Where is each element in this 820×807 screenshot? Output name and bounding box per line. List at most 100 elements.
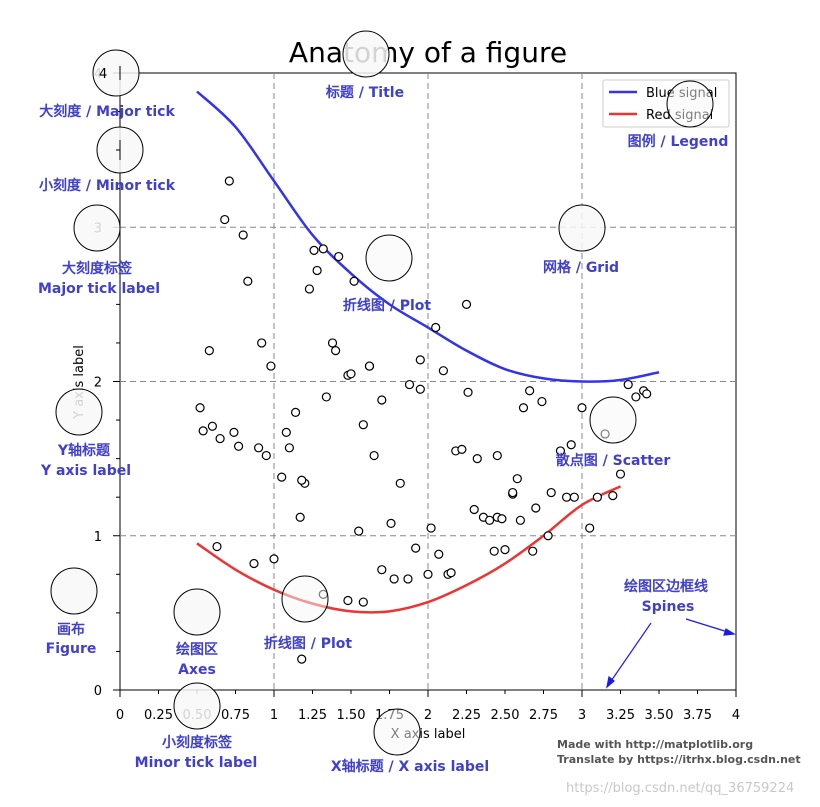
scatter-point xyxy=(297,654,307,664)
ann-x-axis-label: X轴标题 / X axis label xyxy=(331,758,489,775)
scatter-point xyxy=(364,361,375,371)
blue-signal-line xyxy=(196,90,660,383)
x-tick-label: 2 xyxy=(424,708,432,723)
scatter-point xyxy=(318,244,328,254)
scatter-point xyxy=(472,454,482,464)
scatter-point xyxy=(423,569,433,579)
x-tick-label: 0.75 xyxy=(221,708,250,723)
scatter-point xyxy=(220,214,230,225)
scatter-point xyxy=(403,574,413,584)
marker-major-tick xyxy=(92,49,140,97)
ann-scatter: 散点图 / Scatter xyxy=(556,452,671,469)
scatter-point xyxy=(463,387,473,397)
scatter-point xyxy=(389,574,399,584)
scatter-point xyxy=(585,523,595,533)
scatter-point xyxy=(411,543,421,553)
scatter-point xyxy=(204,346,214,356)
scatter-point xyxy=(358,420,368,430)
x-tick-label: 2.25 xyxy=(452,708,481,723)
scatter-point xyxy=(386,518,396,529)
scatter-point xyxy=(195,403,205,413)
ann-major-tick-label-en: Major tick label xyxy=(38,281,160,297)
ann-figure-cn: 画布 xyxy=(57,621,85,638)
ann-plot-lower: 折线图 / Plot xyxy=(264,635,353,652)
scatter-point xyxy=(269,554,279,564)
scatter-point xyxy=(290,407,301,417)
x-tick-label: 2.75 xyxy=(529,708,558,723)
scatter-point xyxy=(395,478,405,488)
scatter-point xyxy=(415,355,425,365)
scatter-point xyxy=(243,276,253,286)
scatter-point xyxy=(346,369,356,379)
spine-arrowhead-bottom xyxy=(606,675,615,689)
ann-minor-tick-label-en: Minor tick label xyxy=(135,755,258,771)
ann-plot-upper: 折线图 / Plot xyxy=(343,297,432,314)
scatter-point xyxy=(431,322,441,333)
x-tick-label: 0 xyxy=(116,708,124,723)
scatter-point xyxy=(354,526,364,536)
y-tick-label: 0 xyxy=(94,684,102,699)
scatter-point xyxy=(561,492,572,502)
scatter-point xyxy=(198,426,208,436)
scatter-point xyxy=(257,338,267,348)
ann-legend: 图例 / Legend xyxy=(628,133,729,150)
scatter-point xyxy=(489,546,499,556)
scatter-point xyxy=(555,446,566,456)
scatter-point xyxy=(631,392,641,402)
scatter-point xyxy=(515,515,526,525)
scatter-point xyxy=(461,299,472,309)
scatter-point xyxy=(358,597,368,607)
x-tick-label: 0.25 xyxy=(144,708,173,723)
scatter-point xyxy=(438,366,448,376)
spine-arrows xyxy=(606,618,736,689)
scatter-point xyxy=(233,441,244,451)
scatter-point xyxy=(569,492,579,502)
ann-figure-en: Figure xyxy=(46,641,97,657)
scatter-point xyxy=(492,450,502,461)
chart-title: Anatomy of a figure xyxy=(289,36,567,69)
scatter-point xyxy=(349,276,359,286)
red-signal-line xyxy=(196,485,622,614)
scatter-point xyxy=(331,346,341,356)
scatter-point xyxy=(415,384,425,394)
marker-title xyxy=(342,30,390,78)
scatter-point xyxy=(297,475,307,485)
ann-minor-tick: 小刻度 / Minor tick xyxy=(39,177,176,194)
scatter-point xyxy=(457,444,467,454)
scatter-point xyxy=(543,531,553,541)
scatter-point xyxy=(528,546,538,556)
ann-grid: 网格 / Grid xyxy=(543,259,619,276)
scatter-point xyxy=(266,361,276,371)
ann-minor-tick-label-cn: 小刻度标签 xyxy=(162,734,233,751)
scatter-point xyxy=(446,568,456,578)
x-tick-label: 3.50 xyxy=(645,708,674,723)
scatter-point xyxy=(229,427,239,438)
scatter-point xyxy=(608,491,618,501)
scatter-point xyxy=(485,515,495,525)
scatter-point xyxy=(321,392,331,402)
scatter-point xyxy=(334,251,344,262)
ann-y-axis-label-en: Y axis label xyxy=(40,463,131,479)
y-tick-label: 2 xyxy=(94,376,102,391)
scatter-point xyxy=(531,503,541,513)
scatter-point xyxy=(623,379,633,390)
scatter-point xyxy=(537,396,547,407)
scatter-point xyxy=(207,421,217,431)
scatter-point xyxy=(404,379,415,390)
marker-plot-upper xyxy=(365,234,413,282)
scatter-point xyxy=(284,443,294,453)
scatter-point xyxy=(215,433,225,444)
scatter-point xyxy=(304,284,315,294)
scatter-point xyxy=(512,474,522,484)
scatter-point xyxy=(497,514,507,524)
ann-spines-cn: 绘图区边框线 xyxy=(624,578,708,595)
scatter-point xyxy=(546,487,556,498)
watermark: https://blog.csdn.net/qq_36759224 xyxy=(566,781,794,796)
scatter-point xyxy=(508,487,518,498)
scatter-point xyxy=(500,545,510,555)
marker-scatter xyxy=(589,396,637,444)
scatter-point xyxy=(249,558,259,569)
scatter-points xyxy=(195,176,652,664)
credit-line-1: Made with http://matplotlib.org xyxy=(557,738,753,751)
